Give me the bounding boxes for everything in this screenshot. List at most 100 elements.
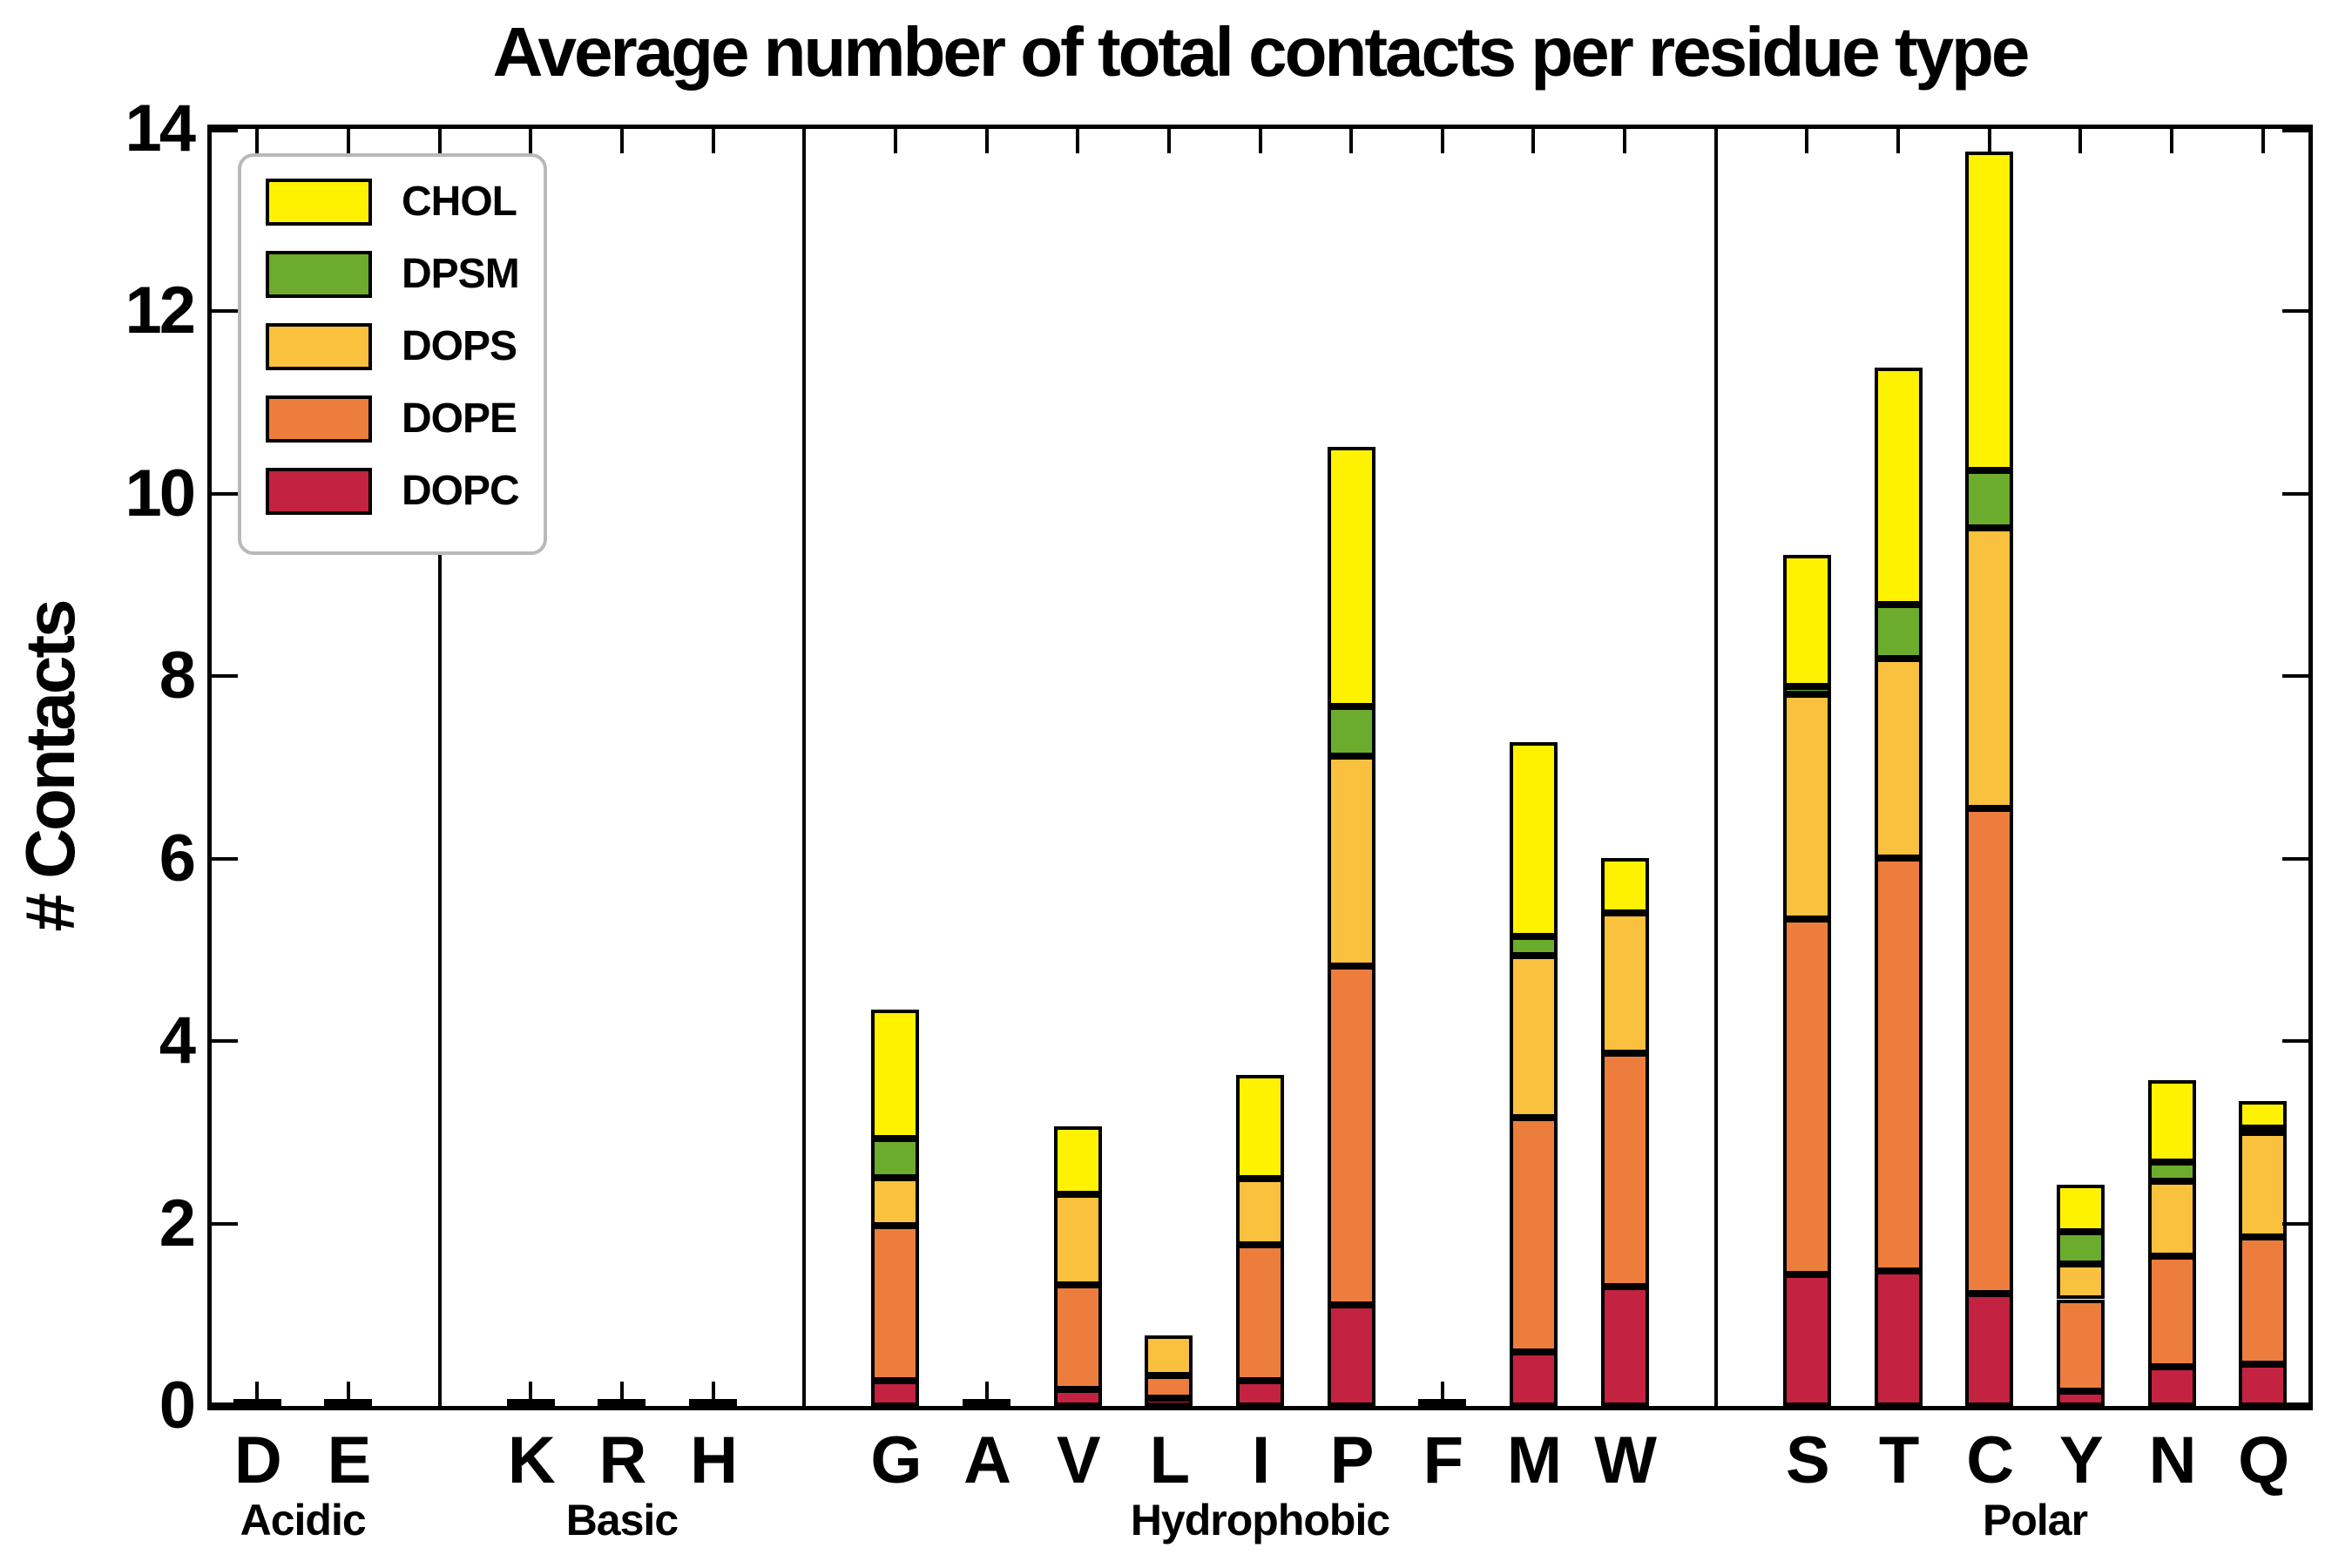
x-tick-label-C: C bbox=[1966, 1423, 2014, 1497]
group-label-Polar: Polar bbox=[1983, 1496, 2088, 1544]
bar-V-DOPC bbox=[1053, 1389, 1102, 1406]
x-tick bbox=[1076, 129, 1080, 153]
bar-P-DOPC bbox=[1327, 1304, 1375, 1406]
x-tick bbox=[255, 129, 260, 153]
bar-Y-DOPC bbox=[2056, 1391, 2105, 1406]
x-tick bbox=[255, 1382, 260, 1406]
x-tick-label-P: P bbox=[1329, 1423, 1375, 1497]
legend-item-DOPC: DOPC bbox=[266, 467, 520, 515]
bar-I-CHOL bbox=[1236, 1074, 1284, 1179]
x-tick-label-L: L bbox=[1149, 1423, 1190, 1497]
bar-W-DOPS bbox=[1600, 912, 1649, 1053]
legend-swatch-DPSM bbox=[266, 250, 372, 298]
bar-Q-CHOL bbox=[2239, 1101, 2288, 1128]
x-tick-label-F: F bbox=[1423, 1423, 1463, 1497]
x-tick-label-Q: Q bbox=[2238, 1423, 2289, 1497]
y-tick bbox=[212, 309, 238, 314]
bar-V-DOPS bbox=[1053, 1194, 1102, 1285]
bar-V-CHOL bbox=[1053, 1125, 1102, 1195]
x-tick-label-D: D bbox=[233, 1423, 282, 1497]
y-tick-label-12: 12 bbox=[125, 274, 196, 348]
x-tick-label-A: A bbox=[963, 1423, 1011, 1497]
bar-Y-DOPS bbox=[2056, 1263, 2105, 1300]
legend-label-DPSM: DPSM bbox=[402, 251, 520, 297]
x-tick bbox=[1166, 129, 1171, 153]
bar-L-DOPC bbox=[1145, 1397, 1193, 1406]
bar-R-DOPC bbox=[598, 1399, 646, 1406]
legend-label-DOPC: DOPC bbox=[402, 468, 520, 514]
bar-C-DOPC bbox=[1965, 1294, 2014, 1406]
x-tick bbox=[893, 129, 897, 153]
y-tick-label-0: 0 bbox=[159, 1369, 196, 1443]
bar-M-DPSM bbox=[1509, 936, 1558, 956]
legend-item-CHOL: CHOL bbox=[266, 178, 519, 226]
bar-L-DOPE bbox=[1145, 1375, 1193, 1398]
bar-G-DPSM bbox=[871, 1139, 920, 1179]
bar-T-DOPE bbox=[1874, 857, 1923, 1272]
bar-G-CHOL bbox=[871, 1009, 920, 1139]
x-tick bbox=[1987, 129, 1991, 153]
x-tick-label-M: M bbox=[1506, 1423, 1562, 1497]
x-tick-label-S: S bbox=[1786, 1423, 1830, 1497]
y-tick bbox=[2282, 674, 2308, 679]
x-tick-label-T: T bbox=[1878, 1423, 1919, 1497]
bar-P-DOPE bbox=[1327, 966, 1375, 1305]
x-tick-label-K: K bbox=[507, 1423, 556, 1497]
y-tick bbox=[2282, 1402, 2308, 1406]
y-tick-label-4: 4 bbox=[159, 1004, 196, 1078]
bar-N-DOPE bbox=[2147, 1256, 2196, 1367]
x-tick-label-R: R bbox=[598, 1423, 646, 1497]
bar-P-DOPS bbox=[1327, 756, 1375, 967]
x-tick-label-H: H bbox=[690, 1423, 738, 1497]
bar-T-DPSM bbox=[1874, 604, 1923, 659]
bar-K-DOPC bbox=[506, 1399, 555, 1406]
x-tick-label-Y: Y bbox=[2059, 1423, 2104, 1497]
x-tick bbox=[1623, 129, 1627, 153]
bar-W-DOPC bbox=[1600, 1286, 1649, 1406]
legend-swatch-DOPS bbox=[266, 322, 372, 370]
x-tick bbox=[1258, 129, 1262, 153]
x-tick bbox=[346, 129, 350, 153]
bar-N-CHOL bbox=[2147, 1080, 2196, 1163]
bar-I-DOPS bbox=[1236, 1179, 1284, 1245]
bar-S-DOPS bbox=[1782, 694, 1831, 919]
legend-label-DOPS: DOPS bbox=[402, 323, 517, 369]
bar-W-CHOL bbox=[1600, 857, 1649, 913]
y-tick bbox=[212, 129, 238, 132]
y-tick bbox=[212, 491, 238, 496]
y-tick bbox=[212, 1221, 238, 1226]
group-label-Basic: Basic bbox=[565, 1496, 679, 1544]
bar-S-DOPE bbox=[1782, 918, 1831, 1275]
bar-T-CHOL bbox=[1874, 368, 1923, 605]
x-tick-label-W: W bbox=[1594, 1423, 1657, 1497]
bar-Q-DOPS bbox=[2239, 1132, 2288, 1238]
y-tick bbox=[2282, 491, 2308, 496]
x-tick bbox=[1531, 129, 1536, 153]
group-label-Hydrophobic: Hydrophobic bbox=[1130, 1496, 1390, 1544]
x-tick bbox=[346, 1382, 350, 1406]
x-tick bbox=[711, 1382, 715, 1406]
bar-Y-CHOL bbox=[2056, 1184, 2105, 1232]
bar-S-DOPC bbox=[1782, 1274, 1831, 1406]
x-tick-label-I: I bbox=[1251, 1423, 1270, 1497]
bar-P-CHOL bbox=[1327, 447, 1375, 706]
bar-T-DOPC bbox=[1874, 1271, 1923, 1406]
x-tick bbox=[529, 129, 533, 153]
bar-G-DOPC bbox=[871, 1380, 920, 1406]
bar-N-DOPS bbox=[2147, 1181, 2196, 1257]
bar-Y-DPSM bbox=[2056, 1232, 2105, 1264]
x-tick bbox=[2261, 129, 2265, 153]
legend: CHOL DPSM DOPS DOPE DOPC bbox=[238, 153, 547, 555]
y-tick-label-10: 10 bbox=[125, 456, 196, 531]
y-tick bbox=[2282, 856, 2308, 861]
legend-item-DOPS: DOPS bbox=[266, 322, 519, 370]
bar-L-DOPS bbox=[1145, 1335, 1193, 1376]
bar-T-DOPS bbox=[1874, 659, 1923, 858]
bar-A-DOPC bbox=[963, 1399, 1011, 1406]
x-tick bbox=[1440, 129, 1444, 153]
x-tick-label-E: E bbox=[327, 1423, 372, 1497]
x-tick bbox=[984, 1382, 989, 1406]
legend-label-CHOL: CHOL bbox=[402, 179, 517, 225]
bar-Y-DOPE bbox=[2056, 1299, 2105, 1392]
legend-label-DOPE: DOPE bbox=[402, 395, 517, 442]
